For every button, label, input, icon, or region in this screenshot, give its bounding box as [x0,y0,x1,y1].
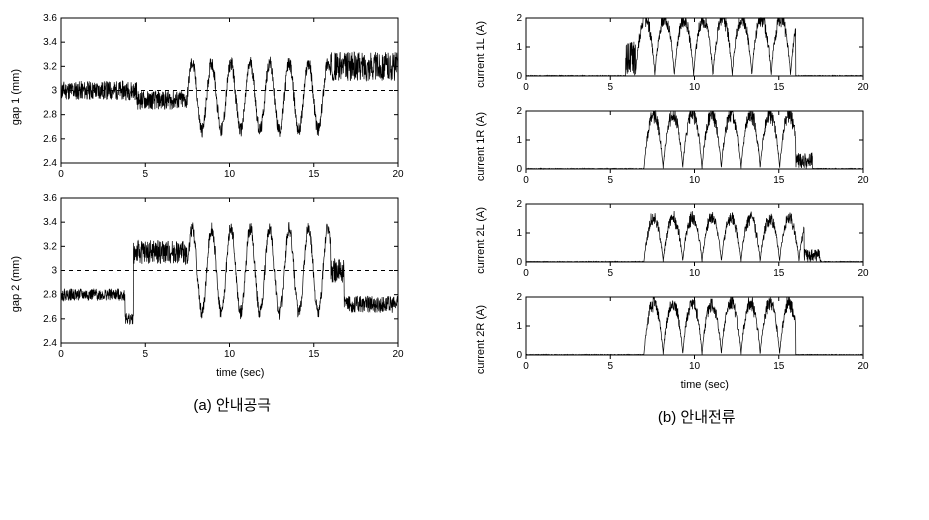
svg-text:10: 10 [224,169,236,180]
svg-text:2: 2 [516,13,522,24]
svg-text:3.4: 3.4 [43,37,57,48]
svg-text:10: 10 [688,175,700,186]
ylabel: gap 1 (mm) [10,69,22,125]
svg-text:0: 0 [523,268,529,279]
svg-text:15: 15 [308,349,320,360]
svg-text:2.6: 2.6 [43,134,57,145]
left-plots: gap 1 (mm)051015202.42.62.833.23.43.6gap… [10,10,455,379]
svg-text:3.4: 3.4 [43,217,57,228]
plot-area: 0 5 10 15 20 2.4 2.6 2.8 3 3.2 3.4 3.6 time (sec) [26,190,455,379]
svg-text:2.4: 2.4 [43,338,57,349]
svg-text:10: 10 [688,361,700,372]
svg-text:15: 15 [773,361,785,372]
svg-text:2: 2 [516,199,522,210]
svg-text:3.2: 3.2 [43,241,57,252]
xlabel: time (sec) [26,367,455,379]
svg-text:5: 5 [607,361,613,372]
left-column: gap 1 (mm)051015202.42.62.833.23.43.6gap… [10,10,455,427]
svg-text:3: 3 [51,86,57,97]
plot-wrap: current 1L (A) 0 5 10 15 20 0 1 2 [475,10,920,98]
plot-svg: 0 5 10 15 20 2.4 2.6 2.8 3 3.2 3.4 3.6 [26,190,406,365]
svg-text:5: 5 [607,175,613,186]
svg-text:20: 20 [857,361,869,372]
plot-area: 0 5 10 15 20 0 1 2 [491,103,920,191]
svg-text:10: 10 [688,268,700,279]
svg-text:15: 15 [773,82,785,93]
svg-text:0: 0 [58,349,64,360]
svg-text:15: 15 [308,169,320,180]
plot-svg: 0 5 10 15 20 2.4 2.6 2.8 3 3.2 3.4 3.6 [26,10,406,185]
svg-text:0: 0 [58,169,64,180]
svg-text:2.8: 2.8 [43,110,57,121]
svg-text:5: 5 [607,268,613,279]
svg-text:20: 20 [392,169,404,180]
svg-text:10: 10 [688,82,700,93]
plot-wrap: gap 2 (mm) 0 5 10 15 20 2.4 2.6 2.8 3 3.2 3.4 3.6 tim… [10,190,455,379]
svg-text:3.6: 3.6 [43,193,57,204]
plot-svg: 0 5 10 15 20 0 1 2 [491,196,871,284]
svg-text:1: 1 [516,42,522,53]
svg-text:3.2: 3.2 [43,61,57,72]
svg-text:5: 5 [142,349,148,360]
plot-area: 0 5 10 15 20 0 1 2 [491,196,920,284]
svg-text:20: 20 [857,82,869,93]
svg-text:2: 2 [516,292,522,303]
plot-wrap: current 2R (A) 0 5 10 15 20 0 1 2 time (sec) [475,289,920,391]
plot-svg: 0 5 10 15 20 0 1 2 [491,103,871,191]
svg-text:20: 20 [857,175,869,186]
svg-text:3.6: 3.6 [43,13,57,24]
ylabel: gap 2 (mm) [10,256,22,312]
plot-area: 0 5 10 15 20 2.4 2.6 2.8 3 3.2 3.4 3.6 [26,10,455,185]
xlabel: time (sec) [491,379,920,391]
ylabel: current 1L (A) [475,21,487,88]
svg-text:3: 3 [51,266,57,277]
caption-b: (b) 안내전류 [475,406,920,427]
svg-text:2: 2 [516,106,522,117]
svg-text:2.6: 2.6 [43,314,57,325]
svg-text:5: 5 [607,82,613,93]
svg-text:15: 15 [773,268,785,279]
svg-text:15: 15 [773,175,785,186]
svg-text:0: 0 [516,350,522,361]
svg-text:10: 10 [224,349,236,360]
svg-text:20: 20 [857,268,869,279]
svg-text:0: 0 [523,82,529,93]
plot-svg: 0 5 10 15 20 0 1 2 [491,289,871,377]
plot-area: 0 5 10 15 20 0 1 2 [491,10,920,98]
ylabel: current 2R (A) [475,305,487,374]
svg-text:2.4: 2.4 [43,158,57,169]
svg-text:2.8: 2.8 [43,290,57,301]
svg-text:0: 0 [523,361,529,372]
svg-text:5: 5 [142,169,148,180]
svg-text:0: 0 [516,71,522,82]
svg-text:1: 1 [516,228,522,239]
right-plots: current 1L (A)05101520012current 1R (A)0… [475,10,920,391]
right-column: current 1L (A)05101520012current 1R (A)0… [475,10,920,427]
plot-wrap: current 1R (A) 0 5 10 15 20 0 1 2 [475,103,920,191]
plot-wrap: gap 1 (mm) 0 5 10 15 20 2.4 2.6 2.8 3 3.2 3.4 3.6 [10,10,455,185]
plot-area: 0 5 10 15 20 0 1 2 time (sec) [491,289,920,391]
caption-a: (a) 안내공극 [10,394,455,415]
svg-text:0: 0 [516,164,522,175]
ylabel: current 2L (A) [475,207,487,274]
plot-wrap: current 2L (A) 0 5 10 15 20 0 1 2 [475,196,920,284]
ylabel: current 1R (A) [475,112,487,181]
svg-text:0: 0 [516,257,522,268]
figure-container: gap 1 (mm)051015202.42.62.833.23.43.6gap… [10,10,919,427]
svg-text:0: 0 [523,175,529,186]
svg-text:1: 1 [516,321,522,332]
svg-text:1: 1 [516,135,522,146]
svg-text:20: 20 [392,349,404,360]
plot-svg: 0 5 10 15 20 0 1 2 [491,10,871,98]
